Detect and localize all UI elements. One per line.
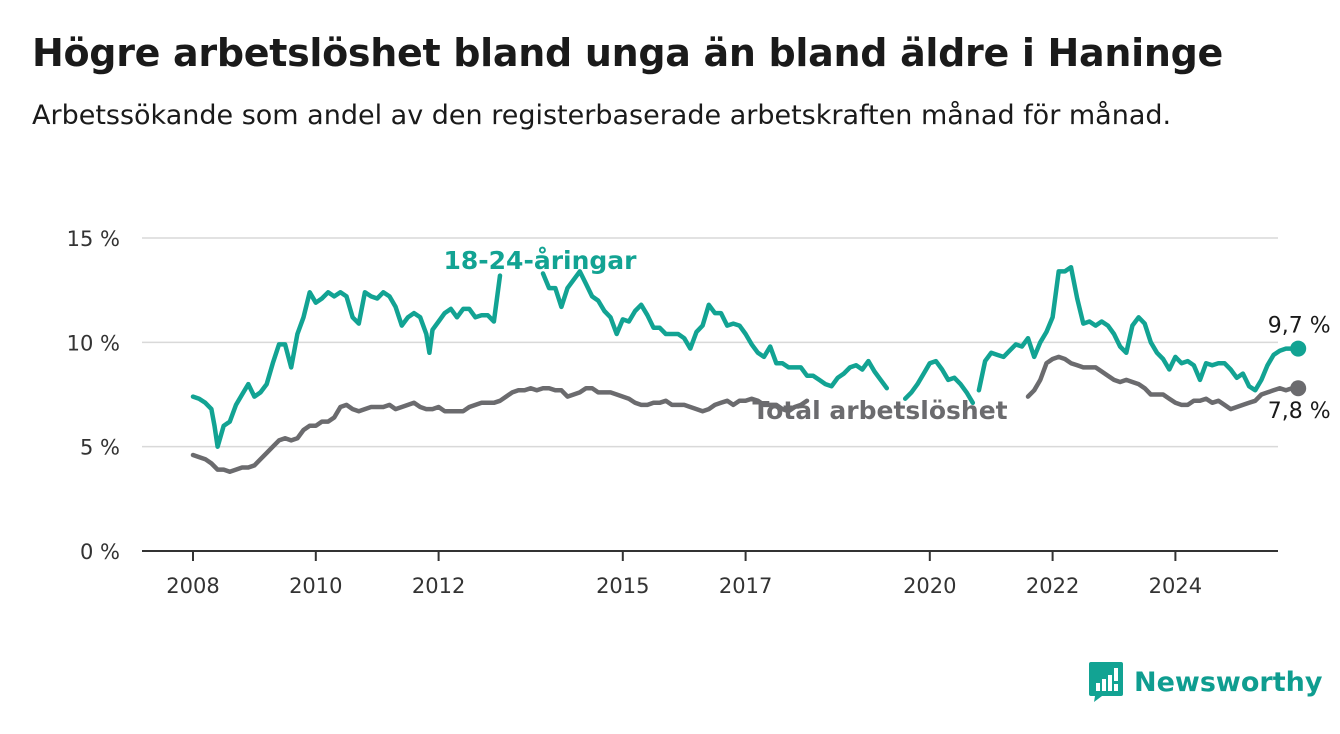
series-line — [902, 358, 976, 406]
brand-name: Newsworthy — [1134, 666, 1323, 698]
series-line — [1025, 354, 1301, 412]
y-tick-label: 0 % — [80, 540, 120, 564]
series-label-total: Total arbetslöshet — [752, 396, 1007, 425]
end-value-label-total: 7,8 % — [1268, 399, 1331, 424]
series-label-youth: 18-24-åringar — [444, 246, 638, 275]
series-line — [190, 273, 503, 449]
x-tick-label: 2020 — [903, 574, 956, 598]
y-tick-label: 15 % — [67, 227, 120, 251]
x-tick-label: 2017 — [719, 574, 772, 598]
end-value-label-youth: 9,7 % — [1268, 314, 1331, 339]
x-tick-label: 2010 — [289, 574, 342, 598]
series-line — [190, 385, 810, 474]
series-line — [976, 264, 1301, 393]
x-tick-label: 2024 — [1149, 574, 1202, 598]
y-tick-label: 5 % — [80, 436, 120, 460]
series-lines — [190, 264, 1307, 474]
series-line — [540, 269, 890, 391]
chart-title: Högre arbetslöshet bland unga än bland ä… — [32, 31, 1223, 75]
chart-subtitle: Arbetssökande som andel av den registerb… — [32, 100, 1172, 131]
x-tick-label: 2015 — [596, 574, 649, 598]
axes: 0 % 5 % 10 % 15 % 2008 2010 2012 2015 2017 2020 20… — [67, 227, 1278, 598]
x-tick-label: 2022 — [1026, 574, 1079, 598]
gridlines — [142, 237, 1278, 448]
end-point-marker — [1290, 340, 1307, 357]
x-tick-label: 2008 — [166, 574, 219, 598]
end-point-marker — [1290, 380, 1307, 397]
x-tick-label: 2012 — [412, 574, 465, 598]
y-tick-label: 10 % — [67, 331, 120, 355]
newsworthy-brand[interactable]: Newsworthy — [1088, 660, 1322, 704]
series-labels: 18-24-åringar Total arbetslöshet 9,7 % 7,8 … — [444, 246, 1331, 425]
newsworthy-logo-icon — [1089, 662, 1123, 702]
